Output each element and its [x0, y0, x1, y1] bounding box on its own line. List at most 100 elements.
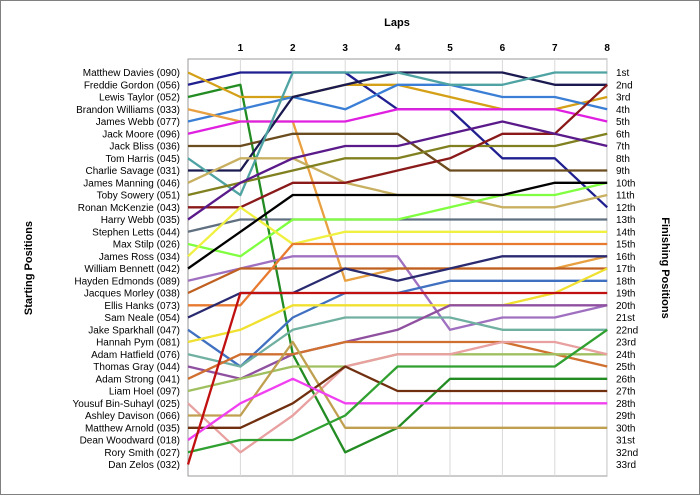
finishing-position-labels: 1st2nd3rd4th5th6th7th8th9th10th11th12th1… [616, 68, 638, 471]
finishing-position-24: 24th [616, 350, 635, 361]
series-line-30 [188, 365, 608, 429]
starting-position-labels: Matthew Davies (090)Freddie Gordon (056)… [73, 68, 180, 471]
series-line-17 [187, 181, 608, 270]
lap-tick-2: 2 [290, 43, 296, 54]
finishing-position-28: 28th [616, 399, 635, 410]
starting-position-33: Dan Zelos (032) [108, 460, 180, 471]
starting-position-11: Toby Sowery (051) [97, 191, 180, 202]
starting-position-17: William Bennett (042) [84, 264, 180, 275]
starting-position-13: Harry Webb (035) [101, 215, 180, 226]
finishing-position-8: 8th [616, 154, 630, 165]
finishing-position-14: 14th [616, 227, 635, 238]
starting-position-8: Tom Harris (045) [106, 154, 180, 165]
finishing-position-18: 18th [616, 276, 635, 287]
finishing-position-17: 17th [616, 264, 635, 275]
finishing-position-30: 30th [616, 423, 635, 434]
starting-position-30: Matthew Arnold (035) [85, 423, 180, 434]
finishing-position-23: 23rd [616, 338, 636, 349]
finishing-position-5: 5th [616, 117, 630, 128]
starting-position-4: Brandon Williams (033) [76, 105, 180, 116]
finishing-position-21: 21st [616, 313, 635, 324]
lap-tick-7: 7 [552, 43, 558, 54]
series-line-25 [187, 304, 608, 380]
chart-title: Laps [384, 17, 410, 29]
starting-position-9: Charlie Savage (031) [86, 166, 181, 177]
series-line-4 [187, 83, 608, 123]
starting-position-18: Hayden Edmonds (089) [74, 276, 180, 287]
series-line-9 [187, 71, 608, 197]
finishing-position-10: 10th [616, 178, 635, 189]
finishing-position-31: 31st [616, 436, 635, 447]
starting-position-26: Adam Strong (041) [96, 374, 181, 385]
starting-position-25: Thomas Gray (044) [93, 362, 180, 373]
series-line-11 [187, 132, 608, 197]
finishing-position-33: 33rd [616, 460, 636, 471]
starting-position-5: James Webb (077) [96, 117, 180, 128]
finishing-position-29: 29th [616, 411, 635, 422]
starting-position-2: Freddie Gordon (056) [84, 80, 180, 91]
lap-tick-3: 3 [342, 43, 348, 54]
finishing-position-3: 3rd [616, 93, 630, 104]
finishing-position-12: 12th [616, 203, 635, 214]
series-line-12 [188, 83, 608, 209]
series-line-15 [187, 181, 608, 258]
lap-tick-6: 6 [500, 43, 506, 54]
finishing-position-32: 32nd [616, 448, 638, 459]
position-series [186, 71, 608, 465]
finishing-position-22: 22nd [616, 325, 638, 336]
lap-tick-1: 1 [238, 43, 244, 54]
starting-position-6: Jack Moore (096) [102, 129, 180, 140]
starting-position-31: Dean Woodward (018) [80, 436, 180, 447]
series-line-33 [186, 291, 608, 465]
finishing-position-6: 6th [616, 129, 630, 140]
starting-position-20: Ellis Hanks (073) [104, 301, 180, 312]
starting-position-22: Jake Sparkhall (047) [88, 325, 180, 336]
series-line-29 [188, 340, 608, 429]
y-axis-label-right: Finishing Positions [659, 217, 671, 318]
lap-tick-labels: 1 2 3 4 5 6 7 8 [238, 43, 611, 54]
series-line-18 [187, 255, 608, 331]
y-axis-label-left: Starting Positions [23, 221, 35, 315]
finishing-position-1: 1st [616, 68, 630, 79]
finishing-position-16: 16th [616, 252, 635, 263]
starting-position-14: Stephen Letts (044) [92, 227, 180, 238]
series-line-6 [187, 108, 608, 135]
starting-position-7: Jack Bliss (036) [109, 142, 180, 153]
series-line-19 [187, 267, 608, 295]
finishing-position-25: 25th [616, 362, 635, 373]
finishing-position-13: 13th [616, 215, 635, 226]
finishing-position-7: 7th [616, 142, 630, 153]
starting-position-23: Hannah Pym (081) [96, 338, 180, 349]
starting-position-15: Max Stilp (026) [113, 240, 180, 251]
starting-position-28: Yousuf Bin-Suhayl (025) [73, 399, 180, 410]
starting-position-16: James Ross (034) [99, 252, 180, 263]
lap-tick-5: 5 [447, 43, 453, 54]
starting-position-12: Ronan McKenzie (043) [78, 203, 180, 214]
series-line-32 [187, 328, 608, 454]
finishing-position-20: 20th [616, 301, 635, 312]
starting-position-10: James Manning (046) [83, 178, 180, 189]
series-line-23 [187, 267, 608, 344]
finishing-position-15: 15th [616, 240, 635, 251]
lap-tick-8: 8 [604, 43, 610, 54]
finishing-position-11: 11th [616, 191, 635, 202]
starting-position-32: Rory Smith (027) [104, 448, 180, 459]
series-line-7 [188, 132, 608, 172]
starting-position-24: Adam Hatfield (076) [91, 350, 180, 361]
finishing-position-19: 19th [616, 289, 635, 300]
starting-position-29: Ashley Davison (066) [85, 411, 180, 422]
finishing-position-2: 2nd [616, 80, 633, 91]
series-line-31 [187, 377, 608, 441]
finishing-position-9: 9th [616, 166, 630, 177]
starting-position-21: Sam Neale (054) [104, 313, 180, 324]
starting-position-27: Liam Hoel (097) [109, 387, 180, 398]
starting-position-19: Jacques Morley (038) [84, 289, 180, 300]
finishing-position-27: 27th [616, 387, 635, 398]
lap-tick-4: 4 [395, 43, 401, 54]
series-line-26 [187, 340, 608, 380]
finishing-position-4: 4th [616, 105, 630, 116]
series-line-13 [187, 120, 608, 221]
starting-position-3: Lewis Taylor (052) [99, 93, 180, 104]
finishing-position-26: 26th [616, 374, 635, 385]
